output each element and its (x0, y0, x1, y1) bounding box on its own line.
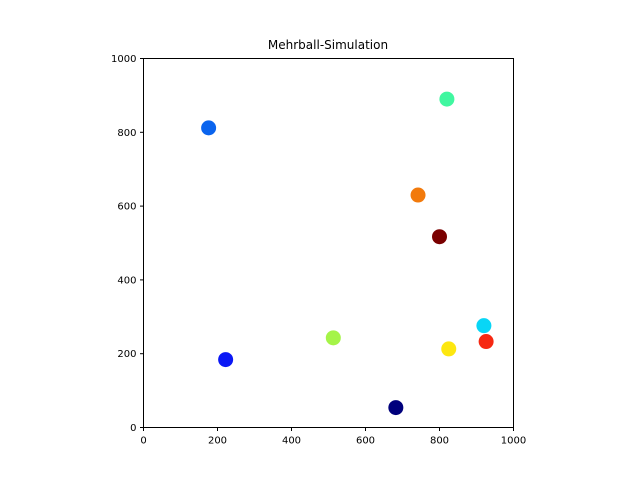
y-tick-label: 1000 (111, 54, 136, 65)
points-layer (201, 91, 494, 416)
x-tick-label: 0 (140, 436, 146, 447)
ball-point-3 (410, 187, 426, 203)
y-tick-label: 400 (117, 275, 136, 286)
ball-point-6 (478, 334, 494, 350)
chart-title: Mehrball-Simulation (268, 38, 388, 52)
x-axis: 0 200 400 600 800 1000 (140, 427, 526, 447)
x-tick-label: 200 (208, 436, 227, 447)
y-tick-label: 0 (130, 423, 136, 434)
x-tick-label: 400 (282, 436, 301, 447)
y-tick-label: 200 (117, 349, 136, 360)
x-tick-label: 1000 (501, 436, 526, 447)
plot-frame (143, 58, 514, 428)
ball-point-4 (432, 229, 447, 245)
ball-point-7 (441, 341, 457, 357)
ball-point-9 (218, 352, 234, 368)
ball-point-5 (476, 318, 492, 334)
ball-point-1 (201, 120, 217, 136)
ball-point-2 (439, 91, 455, 107)
x-tick-label: 800 (430, 436, 449, 447)
y-tick-label: 600 (117, 202, 136, 213)
ball-point-8 (325, 330, 341, 346)
ball-point-10 (388, 400, 404, 416)
x-tick-label: 600 (356, 436, 375, 447)
y-axis: 0 200 400 600 800 1000 (111, 54, 144, 434)
y-tick-label: 800 (117, 128, 136, 139)
